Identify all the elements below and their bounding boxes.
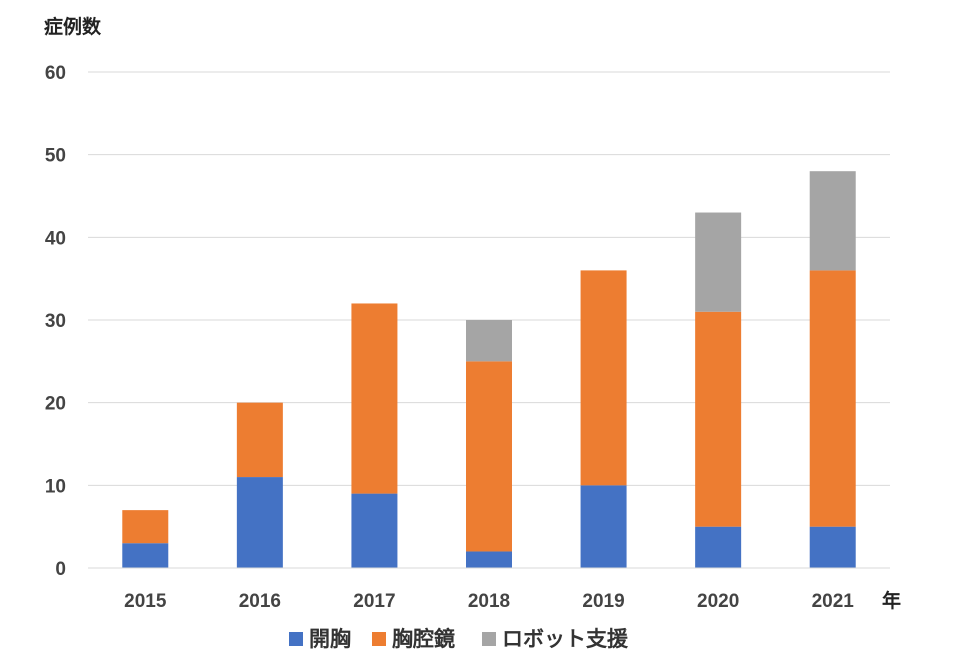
bar-segment (695, 526, 742, 568)
bar-segment (695, 212, 742, 312)
legend-label: ロボット支援 (502, 627, 629, 651)
x-tick-label: 2020 (697, 591, 739, 612)
bar-segment (122, 543, 169, 568)
legend: 開胸 胸腔鏡 ロボット支援 (289, 627, 629, 651)
x-axis-ticks: 2015 2016 2017 2018 2019 2020 2021 (124, 591, 854, 612)
legend-label: 胸腔鏡 (392, 627, 455, 651)
bar-segment (351, 303, 398, 494)
x-tick-label: 2017 (353, 591, 395, 612)
x-tick-label: 2021 (812, 591, 855, 612)
bar-segment (351, 493, 398, 568)
y-axis-title: 症例数 (44, 15, 102, 38)
legend-swatch (482, 632, 496, 646)
y-tick-label: 10 (45, 476, 66, 497)
x-tick-label: 2018 (468, 591, 510, 612)
y-axis-ticks: 0 10 20 30 40 50 60 (45, 63, 66, 580)
x-tick-label: 2016 (239, 591, 281, 612)
y-tick-label: 40 (45, 228, 66, 249)
bar-segment (466, 320, 512, 362)
x-tick-label: 2019 (582, 591, 624, 612)
x-axis-title: 年 (882, 589, 901, 612)
bar-segment (809, 171, 856, 271)
bar-segment (695, 311, 742, 527)
bar-segment (580, 270, 627, 486)
bar-segment (122, 510, 169, 544)
y-tick-label: 60 (45, 63, 66, 84)
y-tick-label: 30 (45, 311, 66, 332)
bar-segment (466, 551, 512, 568)
bar-segment (809, 270, 856, 527)
bar-segment (809, 526, 856, 568)
bar-segment (236, 477, 283, 568)
bar-segment (236, 402, 283, 478)
y-tick-label: 20 (45, 394, 66, 415)
legend-swatch (372, 632, 386, 646)
bar-segment (466, 361, 512, 552)
legend-label: 開胸 (309, 627, 351, 651)
legend-swatch (289, 632, 303, 646)
y-tick-label: 0 (55, 559, 66, 580)
x-tick-label: 2015 (124, 591, 167, 612)
y-tick-label: 50 (45, 146, 66, 167)
bars (122, 171, 856, 568)
bar-segment (580, 485, 627, 568)
